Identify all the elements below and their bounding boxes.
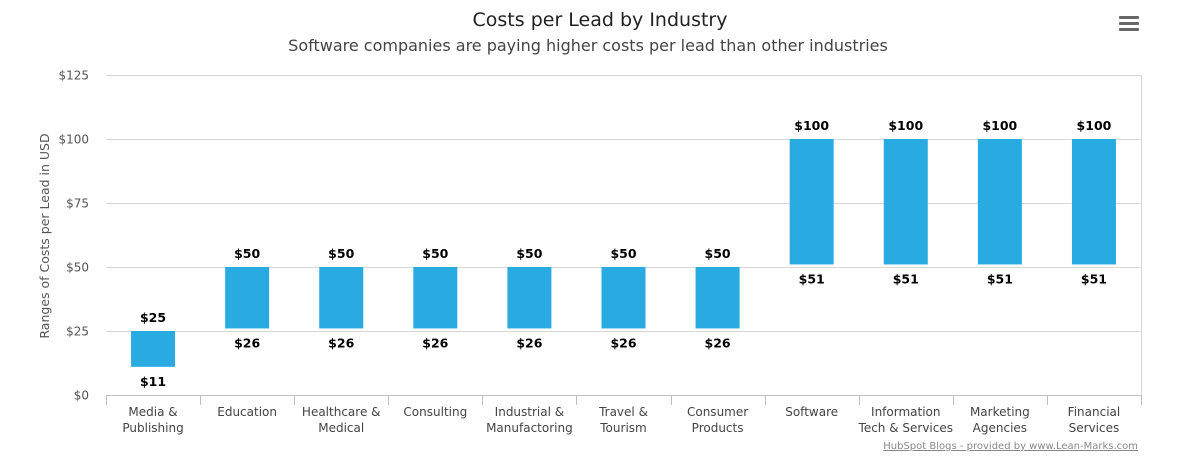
x-tick-label: Consumer Products (687, 405, 748, 435)
data-label-low: $26 (705, 335, 731, 350)
data-label-high: $100 (888, 118, 923, 133)
x-tick-label: Media & Publishing (122, 405, 183, 435)
grid-lines (106, 75, 1142, 395)
data-label-low: $51 (987, 271, 1013, 286)
data-label-high: $25 (140, 310, 166, 325)
data-label-low: $26 (422, 335, 448, 350)
data-label-low: $51 (799, 271, 825, 286)
bar[interactable] (695, 267, 740, 329)
y-axis-title: Ranges of Costs per Lead in USD (37, 133, 52, 338)
bar[interactable] (131, 331, 176, 367)
data-label-high: $50 (422, 246, 448, 261)
data-label-high: $100 (794, 118, 829, 133)
bar[interactable] (319, 267, 364, 329)
data-label-high: $50 (234, 246, 260, 261)
y-tick-label: $75 (66, 197, 89, 211)
data-label-low: $51 (1081, 271, 1107, 286)
bar[interactable] (507, 267, 552, 329)
bar[interactable] (225, 267, 270, 329)
y-tick-label: $25 (66, 325, 89, 339)
chart-credit-link[interactable]: HubSpot Blogs - provided by www.Lean-Mar… (883, 441, 1138, 452)
chart-menu-button[interactable] (1119, 16, 1139, 32)
bar[interactable] (413, 267, 458, 329)
data-label-low: $26 (328, 335, 354, 350)
x-tick-label: Financial Services (1068, 405, 1121, 435)
x-tick-label: Marketing Agencies (970, 405, 1030, 435)
y-tick-label: $0 (74, 389, 89, 403)
data-label-high: $50 (328, 246, 354, 261)
data-label-high: $50 (516, 246, 542, 261)
data-label-low: $11 (140, 374, 166, 389)
x-tick-label: Software (785, 405, 838, 419)
data-label-low: $26 (234, 335, 260, 350)
x-tick-label: Travel & Tourism (598, 405, 648, 435)
y-axis-ticks: $0 $25 $50 $75 $100 $125 (58, 69, 89, 403)
data-label-high: $50 (610, 246, 636, 261)
bar[interactable] (789, 139, 834, 265)
x-tick-label: Healthcare & Medical (302, 405, 381, 435)
data-label-high: $100 (982, 118, 1017, 133)
bar[interactable] (977, 139, 1022, 265)
bar[interactable] (883, 139, 928, 265)
chart-title: Costs per Lead by Industry (473, 9, 728, 31)
x-axis: Media & Publishing Education Healthcare & Me… (106, 395, 1142, 435)
data-label-low: $26 (516, 335, 542, 350)
data-labels: $25 $11 $50 $26 $50 $26 $50 $26 $50 $26 $50 $26 $50 $… (140, 118, 1112, 389)
data-label-low: $26 (610, 335, 636, 350)
bars (131, 139, 1116, 367)
chart-subtitle: Software companies are paying higher cos… (288, 36, 888, 55)
data-label-low: $51 (893, 271, 919, 286)
hamburger-menu-icon (1119, 16, 1139, 31)
y-tick-label: $100 (58, 133, 89, 147)
x-tick-label: Information Tech & Services (858, 405, 953, 435)
x-tick-label: Consulting (403, 405, 467, 419)
x-tick-label: Education (217, 405, 277, 419)
x-tick-label: Industrial & Manufactoring (486, 405, 573, 435)
bar[interactable] (1071, 139, 1116, 265)
bar[interactable] (601, 267, 646, 329)
y-tick-label: $50 (66, 261, 89, 275)
data-label-high: $50 (705, 246, 731, 261)
y-tick-label: $125 (58, 69, 89, 83)
data-label-high: $100 (1077, 118, 1112, 133)
